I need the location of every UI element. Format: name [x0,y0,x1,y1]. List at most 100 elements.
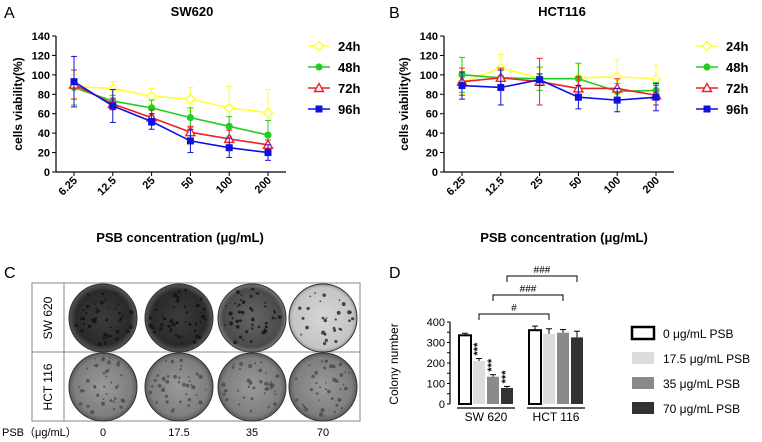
colony-dot [304,407,309,412]
colony-dot [332,364,336,369]
chart-a-point-24h [223,102,235,114]
panel-a-line-chart: SW620 cells viability(%) PSB concentrati… [11,4,360,245]
colony-dot [189,324,192,327]
colony-dot [112,407,116,411]
colony-dot [94,317,97,320]
chart-a-x-tick-label: 25 [141,175,158,192]
colony-dot [165,360,168,363]
colony-dot [259,380,263,384]
colony-dot [198,400,203,405]
colony-dot [301,316,305,320]
colony-dot [109,399,113,403]
colony-dot [315,392,319,395]
colony-dot [264,328,266,331]
chart-b-y-tick-label: 140 [420,31,438,43]
colony-dot [250,397,254,400]
colony-dot [270,381,273,384]
colony-dot [181,335,183,338]
colony-dot [339,388,342,391]
colony-dot [336,310,341,315]
colony-dot [74,324,78,328]
colony-dot [277,315,282,319]
colony-dot [300,333,303,336]
colony-dot [236,305,239,308]
colony-dot [265,386,270,391]
colony-dot [128,324,133,330]
colony-dot [78,385,81,388]
colony-dot [323,318,328,323]
chart-a-x-tick-label: 200 [253,175,274,196]
colony-dot [229,321,234,326]
colony-dot [222,392,226,396]
colony-dot [157,383,162,388]
chart-a-series-72h-line [73,83,269,146]
colony-dot [86,379,90,383]
colony-dot [251,308,254,312]
chart-a-y-tick-label: 40 [38,128,50,140]
colony-dot [112,400,115,403]
comparison-label: ### [520,284,537,295]
legend-label: 35 μg/mL PSB [663,377,740,391]
panel-letter-b: B [389,5,400,22]
colony-dot [314,371,319,375]
colony-dot [199,320,202,324]
colony-dot [320,408,325,413]
bar-SW620-3 [501,388,513,404]
colony-dot [190,384,193,386]
colony-dot [148,316,153,320]
colony-dot [101,401,106,406]
colony-dot [160,323,164,327]
colony-dot [194,322,198,326]
bar-HCT116-1 [543,333,555,404]
colony-dot [174,334,178,337]
colony-dot [177,290,181,293]
colony-dot [273,311,276,314]
colony-dot [255,292,258,295]
chart-b-xlabel: PSB concentration (μg/mL) [480,230,648,245]
chart-a-legend-label: 24h [338,39,360,54]
chart-a-legend-label: 48h [338,60,360,75]
colony-dot [102,398,105,401]
colony-dot [180,364,183,368]
colony-dot [268,382,272,387]
colony-dot [78,402,83,406]
colony-dot [327,389,331,394]
legend-swatch [630,325,656,341]
colony-dot [172,305,175,309]
colony-dot [113,397,117,400]
colony-dot [195,394,198,397]
colony-dot [238,303,241,306]
colony-dot [231,317,234,320]
colony-dot [82,322,86,326]
colony-dot [251,287,255,291]
colony-dot [169,328,173,332]
colony-dot [225,398,229,402]
chart-b-x-tick-label: 100 [602,175,623,196]
chart-a-legend-marker-24h [313,40,325,52]
colony-dot [339,373,344,377]
colony-dot [273,402,277,407]
culture-plate [68,352,138,422]
panel-letter-d: D [389,265,401,282]
chart-b-point-96h [458,82,466,90]
colony-dot [94,363,99,368]
colony-dot [264,302,266,304]
chart-b-ylabel: cells viability(%) [397,57,411,150]
colony-dot [119,317,123,321]
colony-dot [152,330,156,334]
chart-d-y-tick-label: 300 [427,338,445,350]
chart-a-y-tick-label: 60 [38,109,50,121]
colony-dot [238,335,243,339]
chart-a-series-96h-line [73,80,269,154]
colony-dot [194,334,199,339]
colony-dot [187,397,192,402]
colony-dot [79,318,82,321]
colony-dot [184,320,187,323]
chart-a-x-tick-label: 12.5 [95,175,119,199]
colony-dot [150,325,155,330]
colony-dot [235,290,240,295]
chart-a-point-96h [70,78,78,86]
colony-dot [187,376,190,379]
colony-dot [248,363,253,369]
